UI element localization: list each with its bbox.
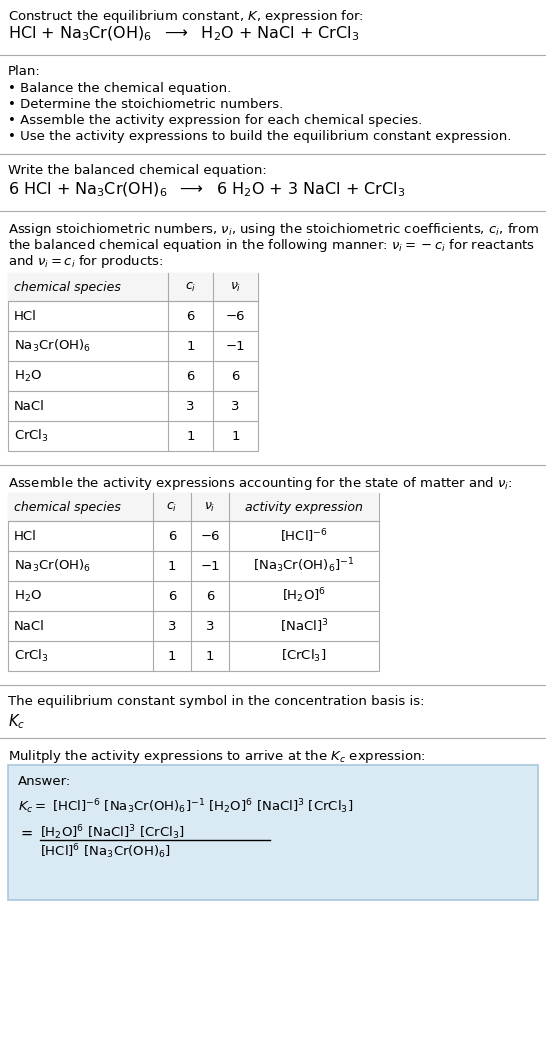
Text: the balanced chemical equation in the following manner: $\nu_i = -c_i$ for react: the balanced chemical equation in the fo… <box>8 236 535 254</box>
Text: 1: 1 <box>186 339 195 352</box>
Text: Assign stoichiometric numbers, $\nu_i$, using the stoichiometric coefficients, $: Assign stoichiometric numbers, $\nu_i$, … <box>8 221 539 238</box>
Text: • Use the activity expressions to build the equilibrium constant expression.: • Use the activity expressions to build … <box>8 130 512 143</box>
Text: $=$: $=$ <box>18 825 33 840</box>
Text: NaCl: NaCl <box>14 619 45 633</box>
Text: $c_i$: $c_i$ <box>185 281 196 293</box>
Text: 3: 3 <box>206 619 214 633</box>
Text: $\nu_i$: $\nu_i$ <box>230 281 241 293</box>
Text: [HCl]$^6$ [Na$_3$Cr(OH)$_6$]: [HCl]$^6$ [Na$_3$Cr(OH)$_6$] <box>40 842 171 861</box>
Text: HCl: HCl <box>14 309 37 323</box>
FancyBboxPatch shape <box>8 765 538 900</box>
Bar <box>8 273 258 451</box>
Bar <box>8 493 379 671</box>
Text: H$_2$O: H$_2$O <box>14 589 42 603</box>
Text: $c_i$: $c_i$ <box>167 500 177 514</box>
Text: NaCl: NaCl <box>14 399 45 412</box>
Text: 6: 6 <box>168 530 176 542</box>
Text: [Na$_3$Cr(OH)$_6$]$^{-1}$: [Na$_3$Cr(OH)$_6$]$^{-1}$ <box>253 557 355 575</box>
Text: $\nu_i$: $\nu_i$ <box>204 500 216 514</box>
Bar <box>8 273 258 301</box>
Text: chemical species: chemical species <box>14 500 121 514</box>
Text: −1: −1 <box>225 339 245 352</box>
Text: 1: 1 <box>186 430 195 442</box>
Text: H$_2$O: H$_2$O <box>14 369 42 384</box>
Text: Na$_3$Cr(OH)$_6$: Na$_3$Cr(OH)$_6$ <box>14 558 91 574</box>
Bar <box>8 493 379 521</box>
Text: 1: 1 <box>168 559 176 573</box>
Text: and $\nu_i = c_i$ for products:: and $\nu_i = c_i$ for products: <box>8 253 164 270</box>
Text: 3: 3 <box>168 619 176 633</box>
Text: 3: 3 <box>232 399 240 412</box>
Text: 6: 6 <box>232 370 240 383</box>
Text: $K_c = $ [HCl]$^{-6}$ [Na$_3$Cr(OH)$_6$]$^{-1}$ [H$_2$O]$^6$ [NaCl]$^3$ [CrCl$_3: $K_c = $ [HCl]$^{-6}$ [Na$_3$Cr(OH)$_6$]… <box>18 797 353 816</box>
Text: [NaCl]$^3$: [NaCl]$^3$ <box>280 617 328 635</box>
Text: 3: 3 <box>186 399 195 412</box>
Text: Write the balanced chemical equation:: Write the balanced chemical equation: <box>8 164 267 177</box>
Text: activity expression: activity expression <box>245 500 363 514</box>
Text: [CrCl$_3$]: [CrCl$_3$] <box>281 648 327 664</box>
Text: CrCl$_3$: CrCl$_3$ <box>14 428 49 445</box>
Text: Mulitply the activity expressions to arrive at the $K_c$ expression:: Mulitply the activity expressions to arr… <box>8 748 426 765</box>
Text: • Assemble the activity expression for each chemical species.: • Assemble the activity expression for e… <box>8 114 422 127</box>
Text: The equilibrium constant symbol in the concentration basis is:: The equilibrium constant symbol in the c… <box>8 695 424 708</box>
Text: 1: 1 <box>168 650 176 662</box>
Text: 1: 1 <box>232 430 240 442</box>
Text: • Determine the stoichiometric numbers.: • Determine the stoichiometric numbers. <box>8 98 283 111</box>
Text: [H$_2$O]$^6$ [NaCl]$^3$ [CrCl$_3$]: [H$_2$O]$^6$ [NaCl]$^3$ [CrCl$_3$] <box>40 823 185 842</box>
Text: CrCl$_3$: CrCl$_3$ <box>14 648 49 664</box>
Text: • Balance the chemical equation.: • Balance the chemical equation. <box>8 82 232 95</box>
Text: Na$_3$Cr(OH)$_6$: Na$_3$Cr(OH)$_6$ <box>14 338 91 354</box>
Text: Answer:: Answer: <box>18 775 71 788</box>
Text: 6: 6 <box>186 309 195 323</box>
Text: [H$_2$O]$^6$: [H$_2$O]$^6$ <box>282 586 326 605</box>
Text: −6: −6 <box>225 309 245 323</box>
Text: [HCl]$^{-6}$: [HCl]$^{-6}$ <box>280 528 328 544</box>
Text: 6: 6 <box>168 590 176 602</box>
Text: $K_c$: $K_c$ <box>8 712 25 730</box>
Text: Construct the equilibrium constant, $K$, expression for:: Construct the equilibrium constant, $K$,… <box>8 8 364 25</box>
Text: Plan:: Plan: <box>8 65 41 78</box>
Text: −1: −1 <box>200 559 220 573</box>
Text: 6: 6 <box>206 590 214 602</box>
Text: HCl + Na$_3$Cr(OH)$_6$  $\longrightarrow$  H$_2$O + NaCl + CrCl$_3$: HCl + Na$_3$Cr(OH)$_6$ $\longrightarrow$… <box>8 25 359 43</box>
Text: −6: −6 <box>200 530 219 542</box>
Text: chemical species: chemical species <box>14 281 121 293</box>
Text: 6: 6 <box>186 370 195 383</box>
Text: Assemble the activity expressions accounting for the state of matter and $\nu_i$: Assemble the activity expressions accoun… <box>8 475 513 492</box>
Text: 6 HCl + Na$_3$Cr(OH)$_6$  $\longrightarrow$  6 H$_2$O + 3 NaCl + CrCl$_3$: 6 HCl + Na$_3$Cr(OH)$_6$ $\longrightarro… <box>8 181 405 200</box>
Text: 1: 1 <box>206 650 214 662</box>
Text: HCl: HCl <box>14 530 37 542</box>
